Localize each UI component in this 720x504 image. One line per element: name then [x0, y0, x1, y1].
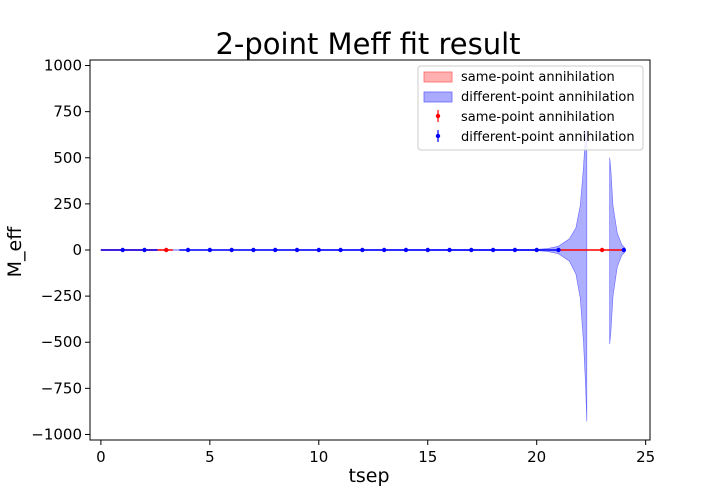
- data-point-different-12: [360, 247, 365, 253]
- error-band-1-0: [100, 129, 588, 422]
- x-axis-label: tsep: [348, 465, 389, 487]
- legend-swatch-different-band: [423, 91, 453, 103]
- y-axis: 1000 750 500 250 0 −250 −500 −750 −1000: [31, 57, 90, 443]
- data-point-different-2: [142, 247, 147, 253]
- y-tick-label--500: −500: [41, 333, 82, 351]
- legend: same-point annihilation different-point …: [417, 65, 644, 151]
- legend-label-same-band: same-point annihilation: [461, 70, 615, 85]
- data-point-different-8: [273, 247, 278, 253]
- x-tick-label-0: 0: [96, 448, 106, 466]
- y-tick-label-0: 0: [72, 241, 82, 259]
- legend-marker-same-points: [435, 110, 441, 122]
- x-tick-label-15: 15: [418, 448, 437, 466]
- data-point-different-16: [447, 247, 452, 253]
- x-tick-label-10: 10: [309, 448, 328, 466]
- data-point-different-20: [534, 247, 539, 253]
- legend-box: [417, 65, 644, 151]
- data-point-different-13: [381, 247, 387, 253]
- x-tick-label-20: 20: [527, 448, 546, 466]
- data-point-different-18: [490, 247, 496, 253]
- data-point-different-15: [425, 247, 430, 253]
- chart-title: 2-point Meff fit result: [215, 27, 520, 61]
- legend-label-same-points: same-point annihilation: [461, 110, 615, 125]
- data-point-different-24: [621, 247, 627, 253]
- data-point-different-17: [469, 247, 474, 253]
- y-tick-label-250: 250: [53, 195, 82, 213]
- y-tick-label--750: −750: [41, 379, 82, 397]
- y-tick-label-500: 500: [53, 149, 82, 167]
- y-tick-label--1000: −1000: [31, 425, 82, 443]
- legend-marker-different-points: [435, 130, 441, 142]
- legend-label-different-points: different-point annihilation: [461, 130, 635, 145]
- data-point-same-3: [164, 247, 169, 253]
- plot-area: [100, 129, 627, 422]
- data-point-different-5: [207, 247, 213, 253]
- data-point-different-4: [185, 247, 191, 253]
- y-tick-label-750: 750: [53, 103, 82, 121]
- legend-swatch-same-band: [423, 71, 453, 83]
- plot-content: [100, 129, 627, 422]
- data-point-different-14: [403, 247, 409, 253]
- legend-label-different-band: different-point annihilation: [461, 90, 635, 105]
- x-axis: 0 5 10 15 20 25: [96, 440, 655, 466]
- data-point-different-10: [316, 247, 321, 253]
- data-point-same-23: [599, 247, 605, 253]
- data-point-different-7: [251, 247, 256, 253]
- data-point-different-1: [120, 247, 125, 253]
- data-point-different-9: [294, 247, 300, 253]
- y-tick-label--250: −250: [41, 287, 82, 305]
- y-tick-label-1000: 1000: [44, 57, 82, 75]
- data-point-different-21: [556, 247, 561, 253]
- y-axis-label: M_eff: [4, 226, 26, 278]
- x-tick-label-25: 25: [636, 448, 655, 466]
- data-point-different-19: [512, 247, 518, 253]
- data-point-different-11: [338, 247, 343, 253]
- x-tick-label-5: 5: [205, 448, 215, 466]
- data-point-different-6: [229, 247, 234, 253]
